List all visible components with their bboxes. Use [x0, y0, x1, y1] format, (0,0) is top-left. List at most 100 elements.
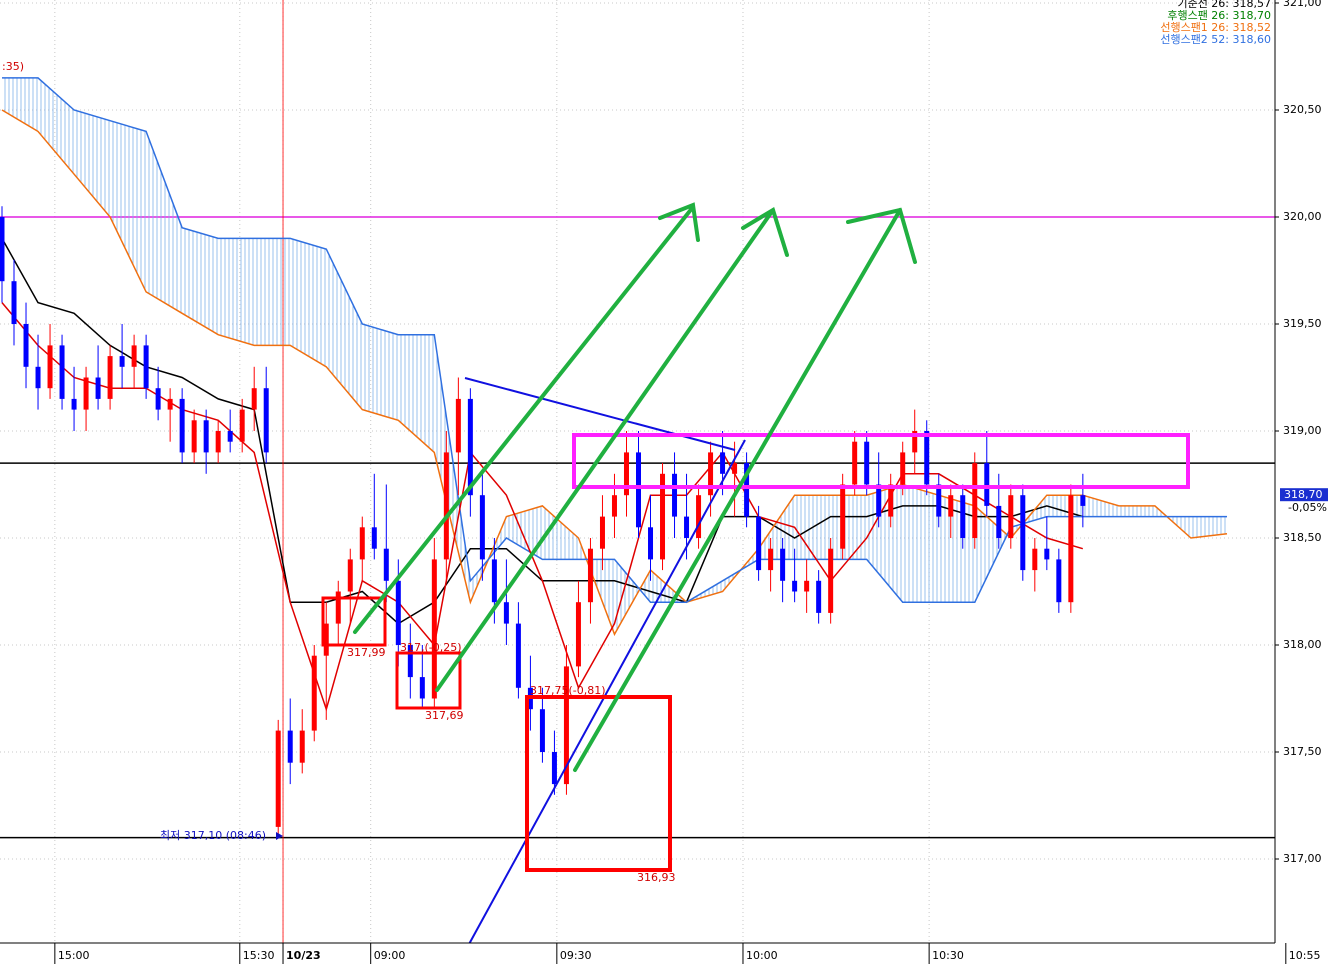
candle-body [515, 623, 521, 688]
candle-body [239, 409, 245, 442]
last-price-box [1280, 488, 1328, 502]
candle-body [972, 463, 978, 538]
candle-body [479, 495, 485, 560]
y-tick-label: 317,50 [1283, 745, 1322, 758]
candle-body [179, 398, 185, 453]
candle-body [804, 580, 810, 592]
annotation: 316,93 [637, 871, 676, 884]
low-marker [276, 832, 283, 840]
candle-body [467, 398, 473, 496]
candle-body [323, 623, 329, 656]
candle-body [347, 559, 353, 592]
candle-body [287, 730, 293, 763]
candle-body [491, 559, 497, 603]
candle-body [599, 516, 605, 549]
candle-body [107, 356, 113, 399]
change-label: -0,05% [1288, 501, 1327, 514]
candle-body [587, 548, 593, 603]
x-tick-label: 10:55 [1289, 949, 1321, 962]
candle-body [696, 495, 702, 538]
candle-body [167, 398, 173, 410]
candle-body [311, 655, 317, 731]
legend-entry: 선행스팬1 26: 318,52 [1160, 21, 1271, 34]
candle-body [419, 677, 425, 699]
y-tick-label: 321,00 [1283, 0, 1322, 9]
candle-body [455, 398, 461, 453]
candle-body [744, 463, 750, 517]
y-tick-label: 320,50 [1283, 103, 1322, 116]
candle-body [1068, 495, 1074, 603]
candle-body [611, 495, 617, 517]
candle-body [83, 377, 89, 410]
candle-body [251, 388, 257, 410]
trend-line [467, 439, 746, 947]
candle-body [708, 452, 714, 496]
y-tick-label: 319,50 [1283, 317, 1322, 330]
candle-body [35, 366, 41, 389]
x-tick-label: 10:30 [932, 949, 964, 962]
candle-body [660, 473, 666, 560]
y-tick-label: 318,00 [1283, 638, 1322, 651]
arrow [573, 207, 917, 772]
candle-body [371, 527, 377, 549]
candle-body [780, 548, 786, 581]
candle-body [539, 709, 545, 752]
legend-entry: 선행스팬2 52: 318,60 [1160, 33, 1271, 46]
candle-body [1044, 548, 1050, 560]
y-tick-label: 320,00 [1283, 210, 1322, 223]
candle-body [984, 463, 990, 506]
candle-body [359, 527, 365, 560]
candle-body [876, 484, 882, 517]
candle-body [47, 345, 53, 389]
candle-body [888, 484, 894, 517]
arrow [353, 202, 700, 634]
candle-body [912, 431, 918, 453]
candle-body [672, 473, 678, 517]
candle-body [575, 602, 581, 667]
candle-body [684, 516, 690, 538]
y-tick-label: 319,00 [1283, 424, 1322, 437]
candle-body [840, 484, 846, 549]
user-drawings [321, 202, 1190, 947]
candle-body [636, 452, 641, 528]
candle-body [23, 324, 29, 367]
clipped-label: :35) [2, 60, 24, 73]
candle-body [215, 431, 221, 453]
last-price-label: 318,70 [1284, 488, 1323, 501]
annotation: 317,99 [347, 646, 386, 659]
candle-body [1056, 559, 1062, 603]
y-tick-label: 318,50 [1283, 531, 1322, 544]
range-box [572, 433, 1190, 489]
y-tick-label: 317,00 [1283, 852, 1322, 865]
x-axis-panel [0, 943, 1330, 964]
candle-body [948, 495, 954, 517]
candle-body [59, 345, 65, 399]
legend-entry: 기준선 26: 318,57 [1177, 0, 1271, 10]
candle-body [431, 559, 437, 699]
x-tick-label: 10/23 [286, 949, 321, 962]
candle-body [720, 452, 726, 474]
candle-body [407, 645, 413, 678]
zone-box [525, 695, 672, 872]
candle-body [203, 420, 209, 453]
candle-body [828, 548, 834, 613]
candle-body [563, 666, 569, 785]
indicator-line [1, 109, 1228, 637]
candle-body [732, 463, 738, 474]
candle-body [792, 580, 798, 592]
candle-body [95, 377, 101, 399]
candle-body [131, 345, 137, 367]
candle-body [960, 495, 966, 538]
candle-body [71, 398, 77, 410]
candle-body [143, 345, 149, 389]
y-axis-panel [1275, 0, 1330, 964]
x-tick-label: 10:00 [746, 949, 778, 962]
annotation: 최저 317,10 (08:46) [160, 829, 266, 842]
candle-body [263, 388, 269, 453]
cloud-fill [2, 77, 1227, 635]
candle-body [648, 527, 654, 560]
candle-body [227, 431, 233, 442]
candle-body [852, 441, 858, 485]
candle-body [936, 484, 942, 517]
